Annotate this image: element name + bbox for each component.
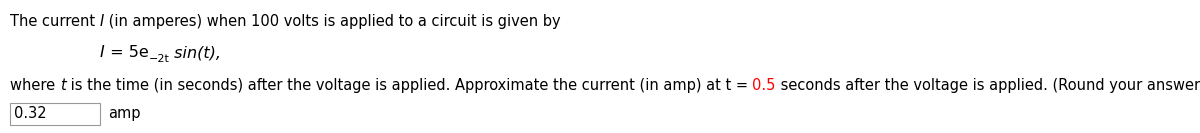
Text: seconds after the voltage is applied. (Round your answer to two decimal places.): seconds after the voltage is applied. (R… [775, 78, 1200, 93]
Text: (in amperes) when 100 volts is applied to a circuit is given by: (in amperes) when 100 volts is applied t… [104, 14, 560, 29]
Text: t: t [60, 78, 66, 93]
FancyBboxPatch shape [10, 103, 100, 125]
Text: The current: The current [10, 14, 100, 29]
Text: where: where [10, 78, 60, 93]
Text: 0.5: 0.5 [752, 78, 775, 93]
Text: is the time (in seconds) after the voltage is applied. Approximate the current (: is the time (in seconds) after the volta… [66, 78, 752, 93]
Text: 0.32: 0.32 [14, 106, 47, 121]
Text: amp: amp [108, 106, 140, 121]
Text: sin(t),: sin(t), [169, 45, 221, 60]
Text: = 5e: = 5e [104, 45, 149, 60]
Text: I: I [100, 45, 104, 60]
Text: I: I [100, 14, 104, 29]
Text: −2t: −2t [149, 54, 169, 64]
